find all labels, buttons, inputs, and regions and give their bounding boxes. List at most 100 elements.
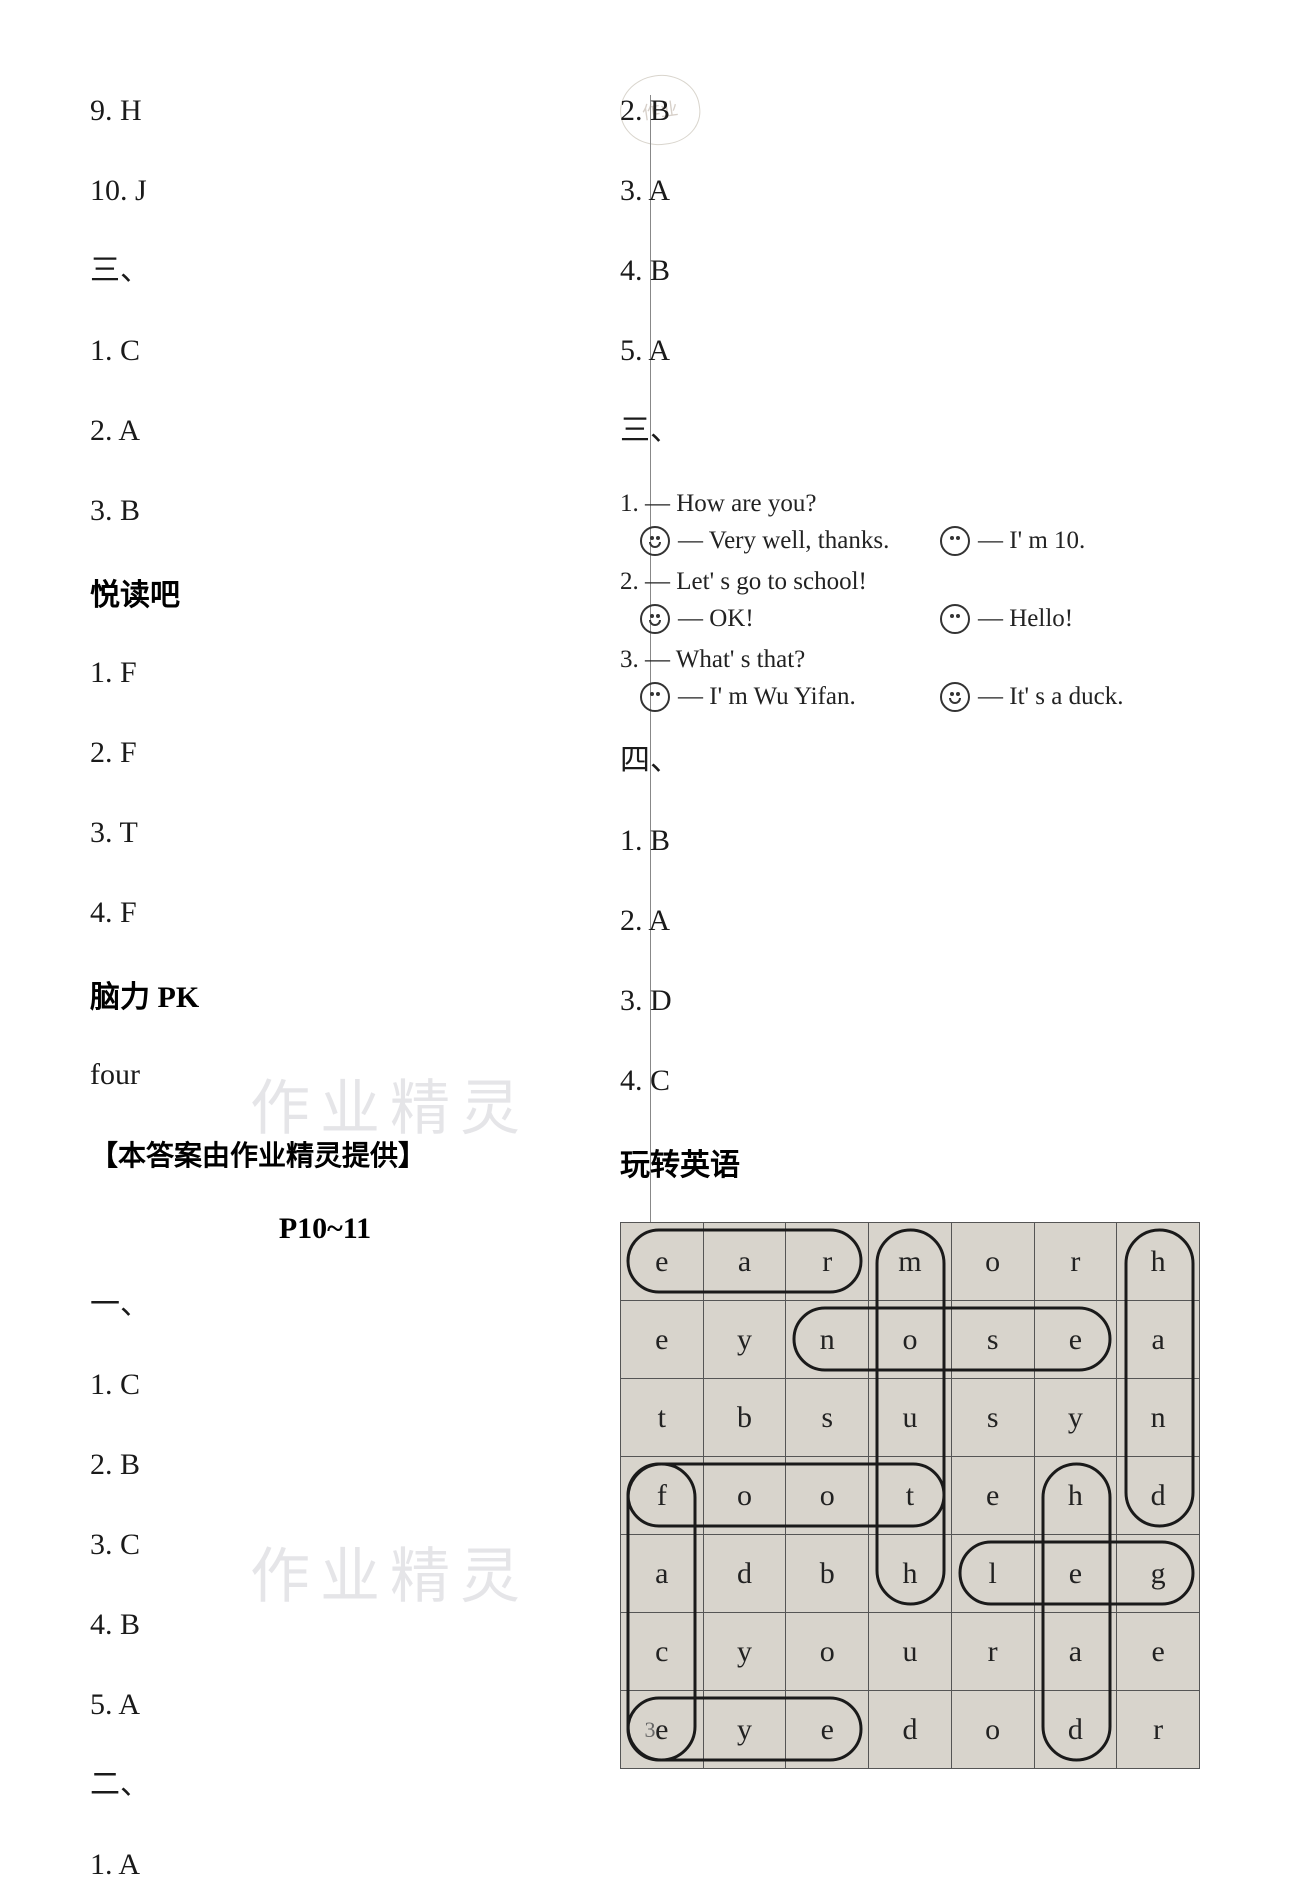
answer-line: 2. B (620, 90, 1240, 132)
wordsearch-cell: b (786, 1535, 869, 1613)
answer-line: 3. C (90, 1524, 560, 1566)
neutral-face-icon (940, 526, 970, 556)
section-heading: 三、 (620, 410, 1240, 452)
answer-line: 4. B (90, 1604, 560, 1646)
answer-line: 2. A (620, 900, 1240, 942)
answer-line: 2. A (90, 410, 560, 452)
wordsearch-cell: l (951, 1535, 1034, 1613)
wordsearch-cell: e (1034, 1535, 1117, 1613)
answer-line: 10. J (90, 170, 560, 212)
wordsearch-cell: h (1117, 1223, 1200, 1301)
wordsearch-cell: r (786, 1223, 869, 1301)
wordsearch-grid: earmorheynoseatbsusynfootehdadbhlegcyour… (620, 1222, 1200, 1769)
dialogue-option: — Very well, thanks. (640, 526, 940, 556)
answer-line: 2. F (90, 732, 560, 774)
dialogue-option-text: — I' m 10. (978, 527, 1085, 555)
neutral-face-icon (640, 682, 670, 712)
answer-line: 9. H (90, 90, 560, 132)
wordsearch-cell: y (703, 1691, 786, 1769)
section-heading: 一、 (90, 1284, 560, 1326)
smile-face-icon (940, 682, 970, 712)
page-number: 3 (645, 1717, 656, 1743)
answer-line: 1. C (90, 330, 560, 372)
wordsearch-cell: o (786, 1457, 869, 1535)
wordsearch-cell: y (703, 1613, 786, 1691)
section-heading: 脑力 PK (90, 972, 560, 1016)
wordsearch-container: earmorheynoseatbsusynfootehdadbhlegcyour… (620, 1222, 1240, 1769)
answer-line: 2. B (90, 1444, 560, 1486)
answer-line: 1. C (90, 1364, 560, 1406)
dialogue-option-text: — Hello! (978, 605, 1073, 633)
section-heading: 二、 (90, 1764, 560, 1806)
wordsearch-cell: m (869, 1223, 952, 1301)
wordsearch-cell: r (1117, 1691, 1200, 1769)
answer-line: 3. B (90, 490, 560, 532)
neutral-face-icon (940, 604, 970, 634)
wordsearch-cell: g (1117, 1535, 1200, 1613)
dialogue-option-text: — I' m Wu Yifan. (678, 683, 856, 711)
wordsearch-cell: s (951, 1301, 1034, 1379)
smile-face-icon (640, 604, 670, 634)
wordsearch-cell: o (951, 1691, 1034, 1769)
smile-face-icon (640, 526, 670, 556)
wordsearch-cell: o (703, 1457, 786, 1535)
credit-line: 【本答案由作业精灵提供】 (90, 1134, 560, 1174)
dialogue-option-text: — Very well, thanks. (678, 527, 889, 555)
dialogue-question: 1. — How are you? (620, 490, 1240, 518)
dialogue-question: 3. — What' s that? (620, 646, 1240, 674)
right-column: 2. B3. A4. B5. A 三、 1. — How are you?— V… (590, 90, 1240, 1798)
dialogue-option: — I' m Wu Yifan. (640, 682, 940, 712)
answer-line: 4. F (90, 892, 560, 934)
wordsearch-cell: d (869, 1691, 952, 1769)
wordsearch-cell: a (621, 1535, 704, 1613)
wordsearch-cell: e (786, 1691, 869, 1769)
dialogue-option-text: — OK! (678, 605, 754, 633)
wordsearch-cell: e (951, 1457, 1034, 1535)
page-reference: P10~11 (90, 1212, 560, 1246)
wordsearch-cell: e (621, 1691, 704, 1769)
wordsearch-cell: h (869, 1535, 952, 1613)
wordsearch-cell: e (621, 1223, 704, 1301)
wordsearch-cell: r (951, 1613, 1034, 1691)
answer-line: 3. D (620, 980, 1240, 1022)
dialogue-option: — I' m 10. (940, 526, 1240, 556)
wordsearch-cell: e (1034, 1301, 1117, 1379)
wordsearch-cell: c (621, 1613, 704, 1691)
wordsearch-cell: t (869, 1457, 952, 1535)
answer-line: 3. T (90, 812, 560, 854)
section-heading: 三、 (90, 250, 560, 292)
wordsearch-cell: f (621, 1457, 704, 1535)
answer-line: 5. A (620, 330, 1240, 372)
wordsearch-cell: a (703, 1223, 786, 1301)
wordsearch-cell: o (869, 1301, 952, 1379)
wordsearch-cell: o (786, 1613, 869, 1691)
wordsearch-cell: a (1117, 1301, 1200, 1379)
dialogue-option: — It' s a duck. (940, 682, 1240, 712)
dialogue-block: 1. — How are you? — Very well, thanks. — I… (620, 490, 1240, 712)
answer-line: 1. F (90, 652, 560, 694)
section-heading: 玩转英语 (620, 1140, 1240, 1184)
dialogue-option: — OK! (640, 604, 940, 634)
answer-line: four (90, 1054, 560, 1096)
wordsearch-cell: r (1034, 1223, 1117, 1301)
wordsearch-cell: d (703, 1535, 786, 1613)
answer-line: 1. A (90, 1844, 560, 1886)
wordsearch-cell: u (869, 1613, 952, 1691)
wordsearch-cell: o (951, 1223, 1034, 1301)
wordsearch-cell: d (1034, 1691, 1117, 1769)
section-heading: 四、 (620, 740, 1240, 782)
wordsearch-cell: e (621, 1301, 704, 1379)
wordsearch-cell: e (1117, 1613, 1200, 1691)
section-heading: 悦读吧 (90, 570, 560, 614)
dialogue-question: 2. — Let' s go to school! (620, 568, 1240, 596)
wordsearch-cell: b (703, 1379, 786, 1457)
wordsearch-cell: h (1034, 1457, 1117, 1535)
wordsearch-cell: n (1117, 1379, 1200, 1457)
wordsearch-cell: d (1117, 1457, 1200, 1535)
left-column: 9. H 10. J 三、 1. C 2. A 3. B 悦读吧 1. F 2. F 3.… (90, 90, 590, 1798)
answer-line: 4. C (620, 1060, 1240, 1102)
wordsearch-cell: s (786, 1379, 869, 1457)
wordsearch-cell: a (1034, 1613, 1117, 1691)
answer-line: 4. B (620, 250, 1240, 292)
dialogue-option: — Hello! (940, 604, 1240, 634)
